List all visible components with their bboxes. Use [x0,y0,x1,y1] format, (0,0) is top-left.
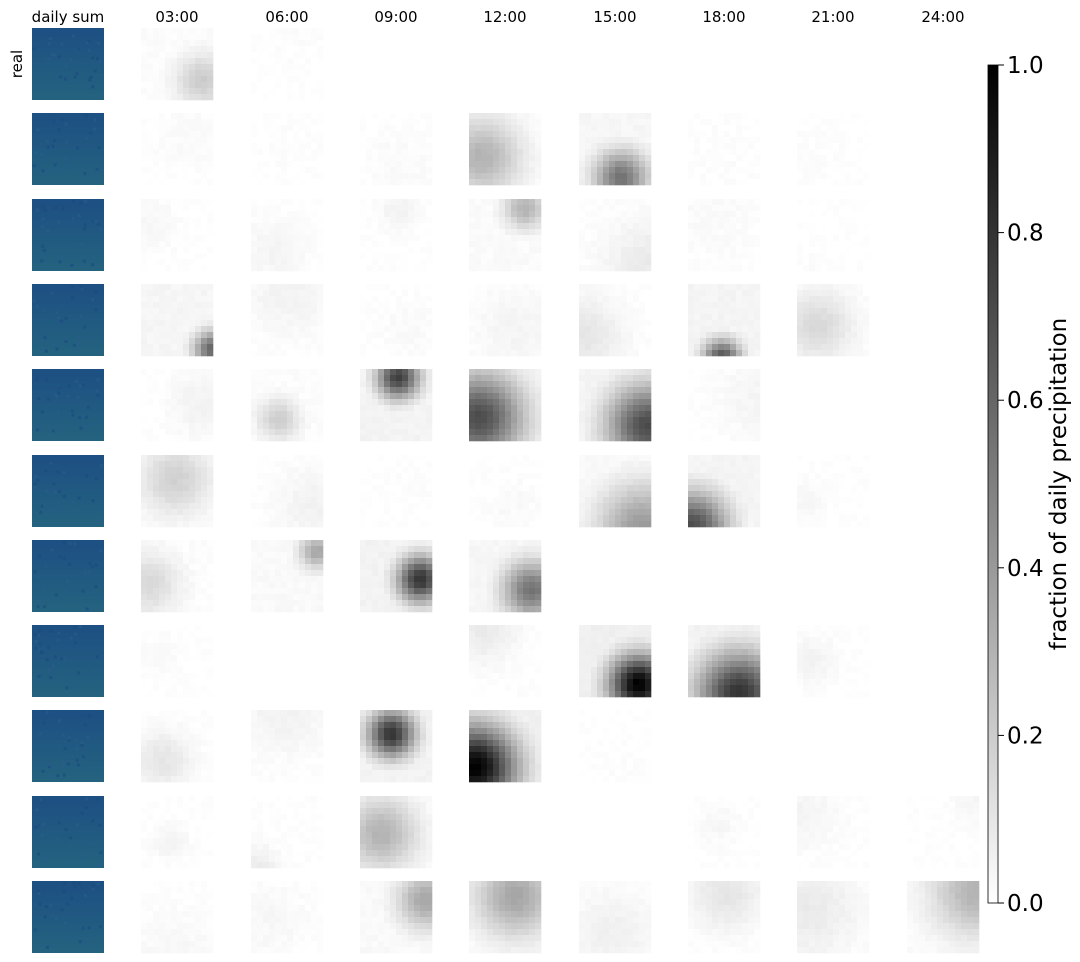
heatmap-cell [688,199,761,272]
heatmap-cell [251,28,324,101]
heatmap-cell [469,199,542,272]
heatmap-cell [360,284,433,357]
daily-sum-map [32,455,104,527]
heatmap-cell [360,455,433,528]
heatmap-cell [688,796,761,869]
heatmap-cell [579,199,652,272]
heatmap-cell [579,710,652,783]
heatmap-cell [141,625,214,698]
heatmap-grid [32,28,980,954]
daily-sum-map [32,28,104,100]
heatmap-cell [251,284,324,357]
heatmap-cell [251,540,324,613]
column-header-0900: 09:00 [374,8,417,26]
heatmap-cell [141,199,214,272]
heatmap-cell [688,113,761,186]
heatmap-cell [688,625,761,698]
heatmap-cell [141,28,214,101]
heatmap-cell [907,796,980,869]
daily-sum-map [32,881,104,953]
column-header-1500: 15:00 [593,8,636,26]
column-header-0600: 06:00 [265,8,308,26]
heatmap-cell [797,881,870,954]
heatmap-cell [688,369,761,442]
heatmap-cell [797,113,870,186]
column-header-0300: 03:00 [155,8,198,26]
heatmap-cell [579,284,652,357]
column-header-1800: 18:00 [702,8,745,26]
heatmap-cell [251,710,324,783]
heatmap-cell [251,199,324,272]
colorbar-tick-label: 0.0 [1007,891,1044,917]
column-header-2400: 24:00 [921,8,964,26]
row-labels: real [8,50,26,78]
colorbar-tick-label: 0.4 [1007,556,1044,582]
heatmap-cell [360,540,433,613]
heatmap-cell [469,369,542,442]
heatmap-cell [579,455,652,528]
heatmap-cell [797,455,870,528]
daily-sum-map [32,710,104,782]
heatmap-cell [360,113,433,186]
column-header-1200: 12:00 [483,8,526,26]
heatmap-cell [579,881,652,954]
heatmap-cell [688,881,761,954]
daily-sum-map [32,284,104,356]
column-headers: daily sum 03:00 06:00 09:00 12:00 15:00 18:00 2… [32,8,965,26]
heatmap-cell [141,710,214,783]
heatmap-cell [907,881,980,954]
heatmap-cell [469,881,542,954]
column-header-daily-sum: daily sum [32,8,105,26]
heatmap-cell [141,881,214,954]
heatmap-cell [360,881,433,954]
colorbar-gradient [987,64,999,904]
daily-sum-map [32,369,104,441]
heatmap-cell [579,369,652,442]
heatmap-cell [797,199,870,272]
heatmap-cell [797,625,870,698]
heatmap-cell [360,710,433,783]
heatmap-cell [251,113,324,186]
heatmap-cell [579,113,652,186]
heatmap-cell [797,796,870,869]
heatmap-cell [360,796,433,869]
row-label-real: real [8,50,26,78]
heatmap-cell [688,455,761,528]
heatmap-cell [469,625,542,698]
colorbar-label: fraction of daily precipitation [1046,318,1072,650]
heatmap-cell [688,284,761,357]
colorbar-tick-label: 1.0 [1007,53,1044,79]
colorbar-tick-label: 0.2 [1007,723,1044,749]
heatmap-cell [797,284,870,357]
heatmap-cell [360,199,433,272]
heatmap-cell [469,455,542,528]
daily-sum-map [32,540,104,612]
heatmap-cell [251,455,324,528]
heatmap-cell [141,540,214,613]
heatmap-cell [469,113,542,186]
daily-sum-map [32,796,104,868]
colorbar-tick-label: 0.6 [1007,388,1044,414]
heatmap-cell [469,540,542,613]
daily-sum-map [32,113,104,185]
heatmap-cell [251,796,324,869]
heatmap-cell [251,369,324,442]
colorbar-tick-label: 0.8 [1007,221,1044,247]
colorbar: 0.0 0.2 0.4 0.6 0.8 1.0 fraction of daily prec… [987,53,1072,917]
daily-sum-map [32,199,104,271]
heatmap-cell [251,881,324,954]
heatmap-cell [579,625,652,698]
heatmap-cell [360,369,433,442]
heatmap-cell [141,113,214,186]
daily-sum-map [32,625,104,697]
column-header-2100: 21:00 [811,8,854,26]
heatmap-cell [141,455,214,528]
heatmap-cell [141,796,214,869]
heatmap-cell [141,284,214,357]
heatmap-cell [141,369,214,442]
heatmap-cell [469,710,542,783]
heatmap-cell [469,284,542,357]
